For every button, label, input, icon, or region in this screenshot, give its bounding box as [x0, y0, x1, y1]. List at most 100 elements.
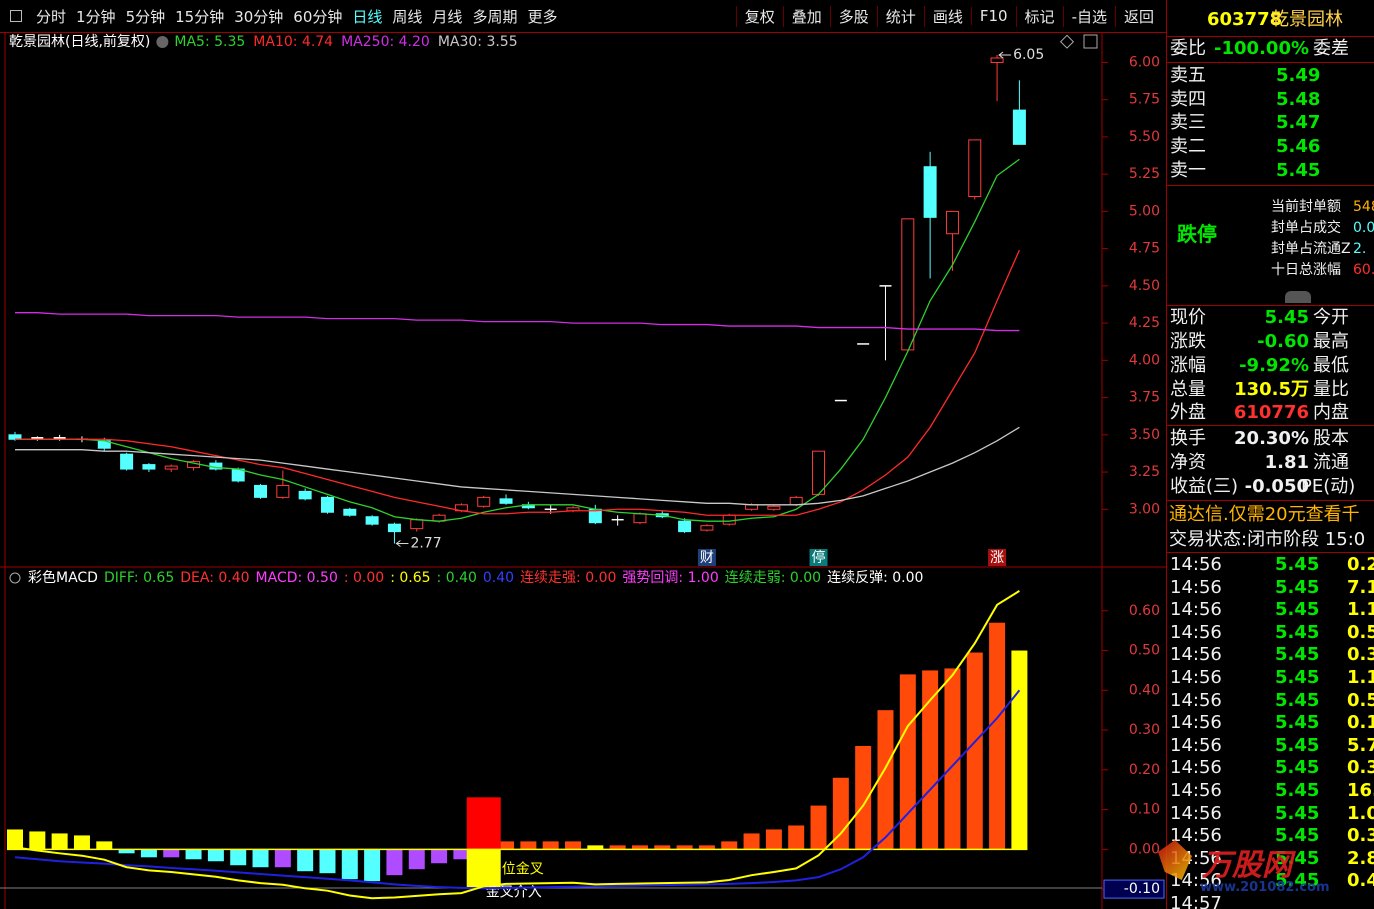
- tick-price: 5.45: [1275, 734, 1320, 756]
- tool-button[interactable]: 复权: [735, 5, 783, 27]
- period-tab[interactable]: 分时: [36, 7, 67, 26]
- macd-bar: [386, 849, 403, 876]
- candle-body: [968, 139, 982, 197]
- candle-body: [254, 484, 268, 498]
- y-tick-label: -0.10: [1124, 881, 1160, 897]
- panel-icon[interactable]: [1083, 34, 1098, 49]
- diamond-icon[interactable]: [1059, 34, 1075, 49]
- y-tick-label: 5.75: [1129, 92, 1160, 108]
- value: -0.60: [1257, 331, 1309, 352]
- y-tick-label: 3.00: [1129, 501, 1160, 517]
- tick-row: 14:56 5.45 0.4: [1167, 869, 1374, 893]
- label: 委差: [1313, 38, 1349, 59]
- tick-price: 5.45: [1275, 576, 1320, 598]
- macd-bar: [29, 831, 46, 850]
- tick-row: 14:56 5.45 0.3: [1167, 643, 1374, 667]
- tick-time: 14:56: [1170, 757, 1222, 779]
- period-tab[interactable]: 60分钟: [293, 7, 343, 26]
- tool-button[interactable]: 叠加: [782, 5, 830, 27]
- macd-bar: [163, 849, 180, 858]
- value: 5.48: [1276, 89, 1321, 110]
- ma-line: [15, 312, 1020, 332]
- candle-body: [923, 166, 937, 218]
- tick-price: 5.45: [1275, 554, 1320, 575]
- collapse-tab[interactable]: [1285, 291, 1311, 303]
- period-tab[interactable]: 月线: [432, 7, 463, 26]
- y-tick-label: 0.20: [1129, 762, 1160, 778]
- stat-row: 换手 20.30% 股本: [1167, 427, 1374, 451]
- period-tab[interactable]: 15分钟: [175, 7, 225, 26]
- indicator-header: 0.40: [483, 570, 514, 586]
- candle-body: [343, 508, 357, 516]
- tick-price: 5.45: [1275, 644, 1320, 666]
- tick-volume: 16.7: [1347, 780, 1374, 801]
- tick-volume: 1.1: [1347, 599, 1374, 621]
- macd-icon[interactable]: [9, 572, 21, 584]
- candle-body: [164, 465, 178, 470]
- separator: [1167, 36, 1374, 37]
- tick-volume: 0.5: [1347, 689, 1374, 711]
- tool-button[interactable]: -自选: [1062, 5, 1115, 27]
- tick-price: 5.45: [1275, 870, 1320, 892]
- tick-time: 14:56: [1170, 621, 1222, 643]
- macd-bar: [832, 777, 849, 850]
- ask-row: 卖二 5.46: [1167, 135, 1374, 159]
- label: 封单占流通Z: [1271, 241, 1351, 257]
- macd-bar: [922, 670, 939, 850]
- tool-button[interactable]: 多股: [829, 5, 877, 27]
- stat-row: 涨幅 -9.92% 最低: [1167, 354, 1374, 378]
- label: PE(动): [1301, 476, 1356, 497]
- label: 当前封单额: [1271, 199, 1341, 215]
- candle-body: [365, 516, 379, 525]
- y-tick-label: 4.25: [1129, 315, 1160, 331]
- macd-bar: [877, 710, 894, 850]
- macd-bar: [631, 845, 648, 850]
- macd-bar: [721, 841, 738, 850]
- period-tab[interactable]: 5分钟: [125, 7, 166, 26]
- tick-price: 5.45: [1275, 667, 1320, 688]
- macd-bar: [364, 849, 381, 882]
- event-label: 财: [700, 550, 714, 566]
- label: 卖五: [1170, 65, 1206, 86]
- tool-button[interactable]: 统计: [876, 5, 924, 27]
- quote-panel: 603778 乾景园林 委比 -100.00% 委差 卖五 5.49 卖四 5.48…: [1166, 0, 1374, 909]
- annotation-label: 2.77: [410, 536, 441, 552]
- macd-bar: [230, 849, 247, 866]
- seal-row: 封单占成交 0.0: [1167, 216, 1374, 240]
- period-tab[interactable]: 日线: [352, 7, 383, 26]
- tool-button[interactable]: F10: [970, 7, 1016, 25]
- indicator-header: 连续走强: 0.00: [520, 569, 616, 586]
- period-tab[interactable]: 多周期: [472, 7, 518, 26]
- tick-time: 14:56: [1170, 689, 1222, 711]
- separator: [1167, 305, 1374, 306]
- candle-body: [410, 519, 424, 530]
- menu-icon[interactable]: [10, 10, 22, 22]
- label: 今开: [1313, 307, 1349, 328]
- candle-body: [499, 498, 513, 504]
- macd-bar: [1011, 650, 1028, 850]
- period-tab[interactable]: 30分钟: [234, 7, 284, 26]
- annotation-arrowhead: [998, 51, 1004, 59]
- promo[interactable]: 通达信.仅需20元查看千: [1169, 504, 1360, 525]
- tick-volume: 7.1: [1347, 576, 1374, 598]
- ma-line: [15, 249, 1020, 516]
- macd-bar: [73, 835, 90, 850]
- tool-button[interactable]: 画线: [923, 5, 971, 27]
- tool-button[interactable]: 返回: [1114, 5, 1162, 27]
- annotation-label: 6.05: [1013, 47, 1044, 63]
- tick-volume: 0.4: [1347, 870, 1374, 892]
- candle-body: [320, 496, 334, 513]
- value: 1.81: [1264, 452, 1309, 473]
- signal-block-up: [466, 797, 501, 850]
- value: 5.45: [1276, 160, 1321, 181]
- candle-body: [387, 523, 401, 533]
- period-tab[interactable]: 周线: [392, 7, 423, 26]
- tool-button[interactable]: 标记: [1015, 5, 1063, 27]
- promo-row[interactable]: 通达信.仅需20元查看千: [1167, 503, 1374, 527]
- y-tick-highlight: [1103, 879, 1165, 899]
- candle-body: [633, 513, 647, 524]
- period-tab[interactable]: 更多: [527, 7, 558, 26]
- period-tab[interactable]: 1分钟: [76, 7, 116, 26]
- tick-price: 5.45: [1275, 802, 1320, 824]
